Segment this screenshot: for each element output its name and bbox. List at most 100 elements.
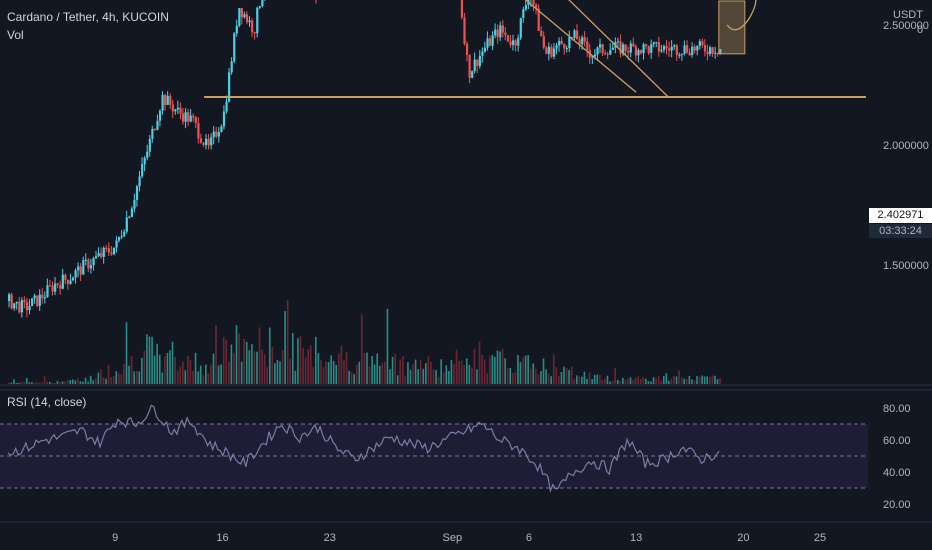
volume-bar [547,373,550,384]
volume-bar [79,381,82,384]
volume-bar [87,381,89,384]
volume-bar [680,377,683,384]
volume-bar [110,377,112,384]
candle-body [107,248,110,253]
volume-bar [586,379,588,384]
candle-body [43,297,47,299]
candle-body [215,131,218,137]
candle-body [476,59,479,67]
volume-bar [606,375,609,384]
volume-bar [361,314,363,384]
candle-body [537,8,540,31]
candle-body [199,138,203,143]
volume-bar [189,359,192,384]
volume-bar [432,369,435,384]
volume-bar [419,360,422,384]
candle-body [220,126,223,133]
candle-body [38,294,41,306]
volume-bar [460,360,463,384]
volume-bar [284,311,286,384]
candle-body [622,44,625,54]
candle-body [593,54,597,57]
volume-bar [568,370,570,384]
volume-bar [166,352,169,384]
volume-axis-zero: 0 [917,24,924,36]
volume-bar [138,371,141,384]
volume-bar [304,357,307,384]
volume-bar [417,369,419,384]
candle-body [102,247,105,257]
time-tick-label: 16 [216,532,228,544]
candle-body [189,115,192,122]
volume-bar [657,376,660,384]
candle-body [650,44,653,53]
candle-body [158,110,162,121]
volume-bar [642,377,645,384]
volume-bar [355,364,358,384]
volume-bar [309,345,312,384]
candle-body [138,176,141,187]
candle-body [146,151,149,158]
volume-bar [245,342,248,384]
candle-body [56,283,59,285]
volume-bar [665,373,668,384]
volume-bar [463,365,466,384]
candle-body [256,7,259,34]
volume-bar [476,369,478,384]
volume-bar [28,382,31,384]
volume-bar [455,349,458,384]
volume-bar [281,350,284,384]
volume-bar [401,355,404,384]
candle-body [151,128,154,140]
volume-bar [61,381,64,384]
candle-body [714,52,717,54]
volume-bar [263,354,266,384]
volume-bar [407,362,409,384]
volume-bar [453,363,455,384]
candle-body [184,112,187,122]
candle-body [36,295,39,306]
candle-body [28,306,31,311]
volume-bar [396,375,399,384]
volume-bar [171,341,174,384]
candle-body [545,47,548,54]
volume-bar [537,374,540,384]
volume-bar [176,370,179,384]
candle-body [123,231,126,237]
volume-bar [442,372,445,384]
volume-bar [450,360,453,384]
volume-bar [363,353,366,384]
candle-body [164,94,167,105]
volume-bar [13,379,15,384]
candle-body [598,44,602,48]
volume-bar [591,379,593,384]
candle-body [143,157,146,165]
volume-bar [199,365,202,384]
volume-bar [181,361,184,384]
candle-body [501,25,504,33]
volume-bar [130,356,133,384]
volume-bar [248,350,251,384]
candle-body [683,45,686,54]
volume-bar [645,378,647,384]
volume-bar [706,376,709,384]
candle-body [581,37,584,45]
volume-bar [578,376,581,384]
volume-bar [675,376,678,384]
volume-bar [302,347,304,384]
volume-bar [614,367,616,384]
volume-bar [235,325,238,384]
volume-bar [286,299,289,384]
price-tick-label: 2.500000 [883,20,929,32]
volume-bar [632,380,634,384]
candle-body [604,53,607,55]
volume-bar [46,381,48,384]
volume-bar [660,380,663,384]
volume-bar [701,375,703,384]
candle-body [514,40,517,46]
candle-body [540,30,543,37]
candle-body [560,40,563,44]
candle-body [10,294,13,309]
volume-bar [238,333,240,384]
